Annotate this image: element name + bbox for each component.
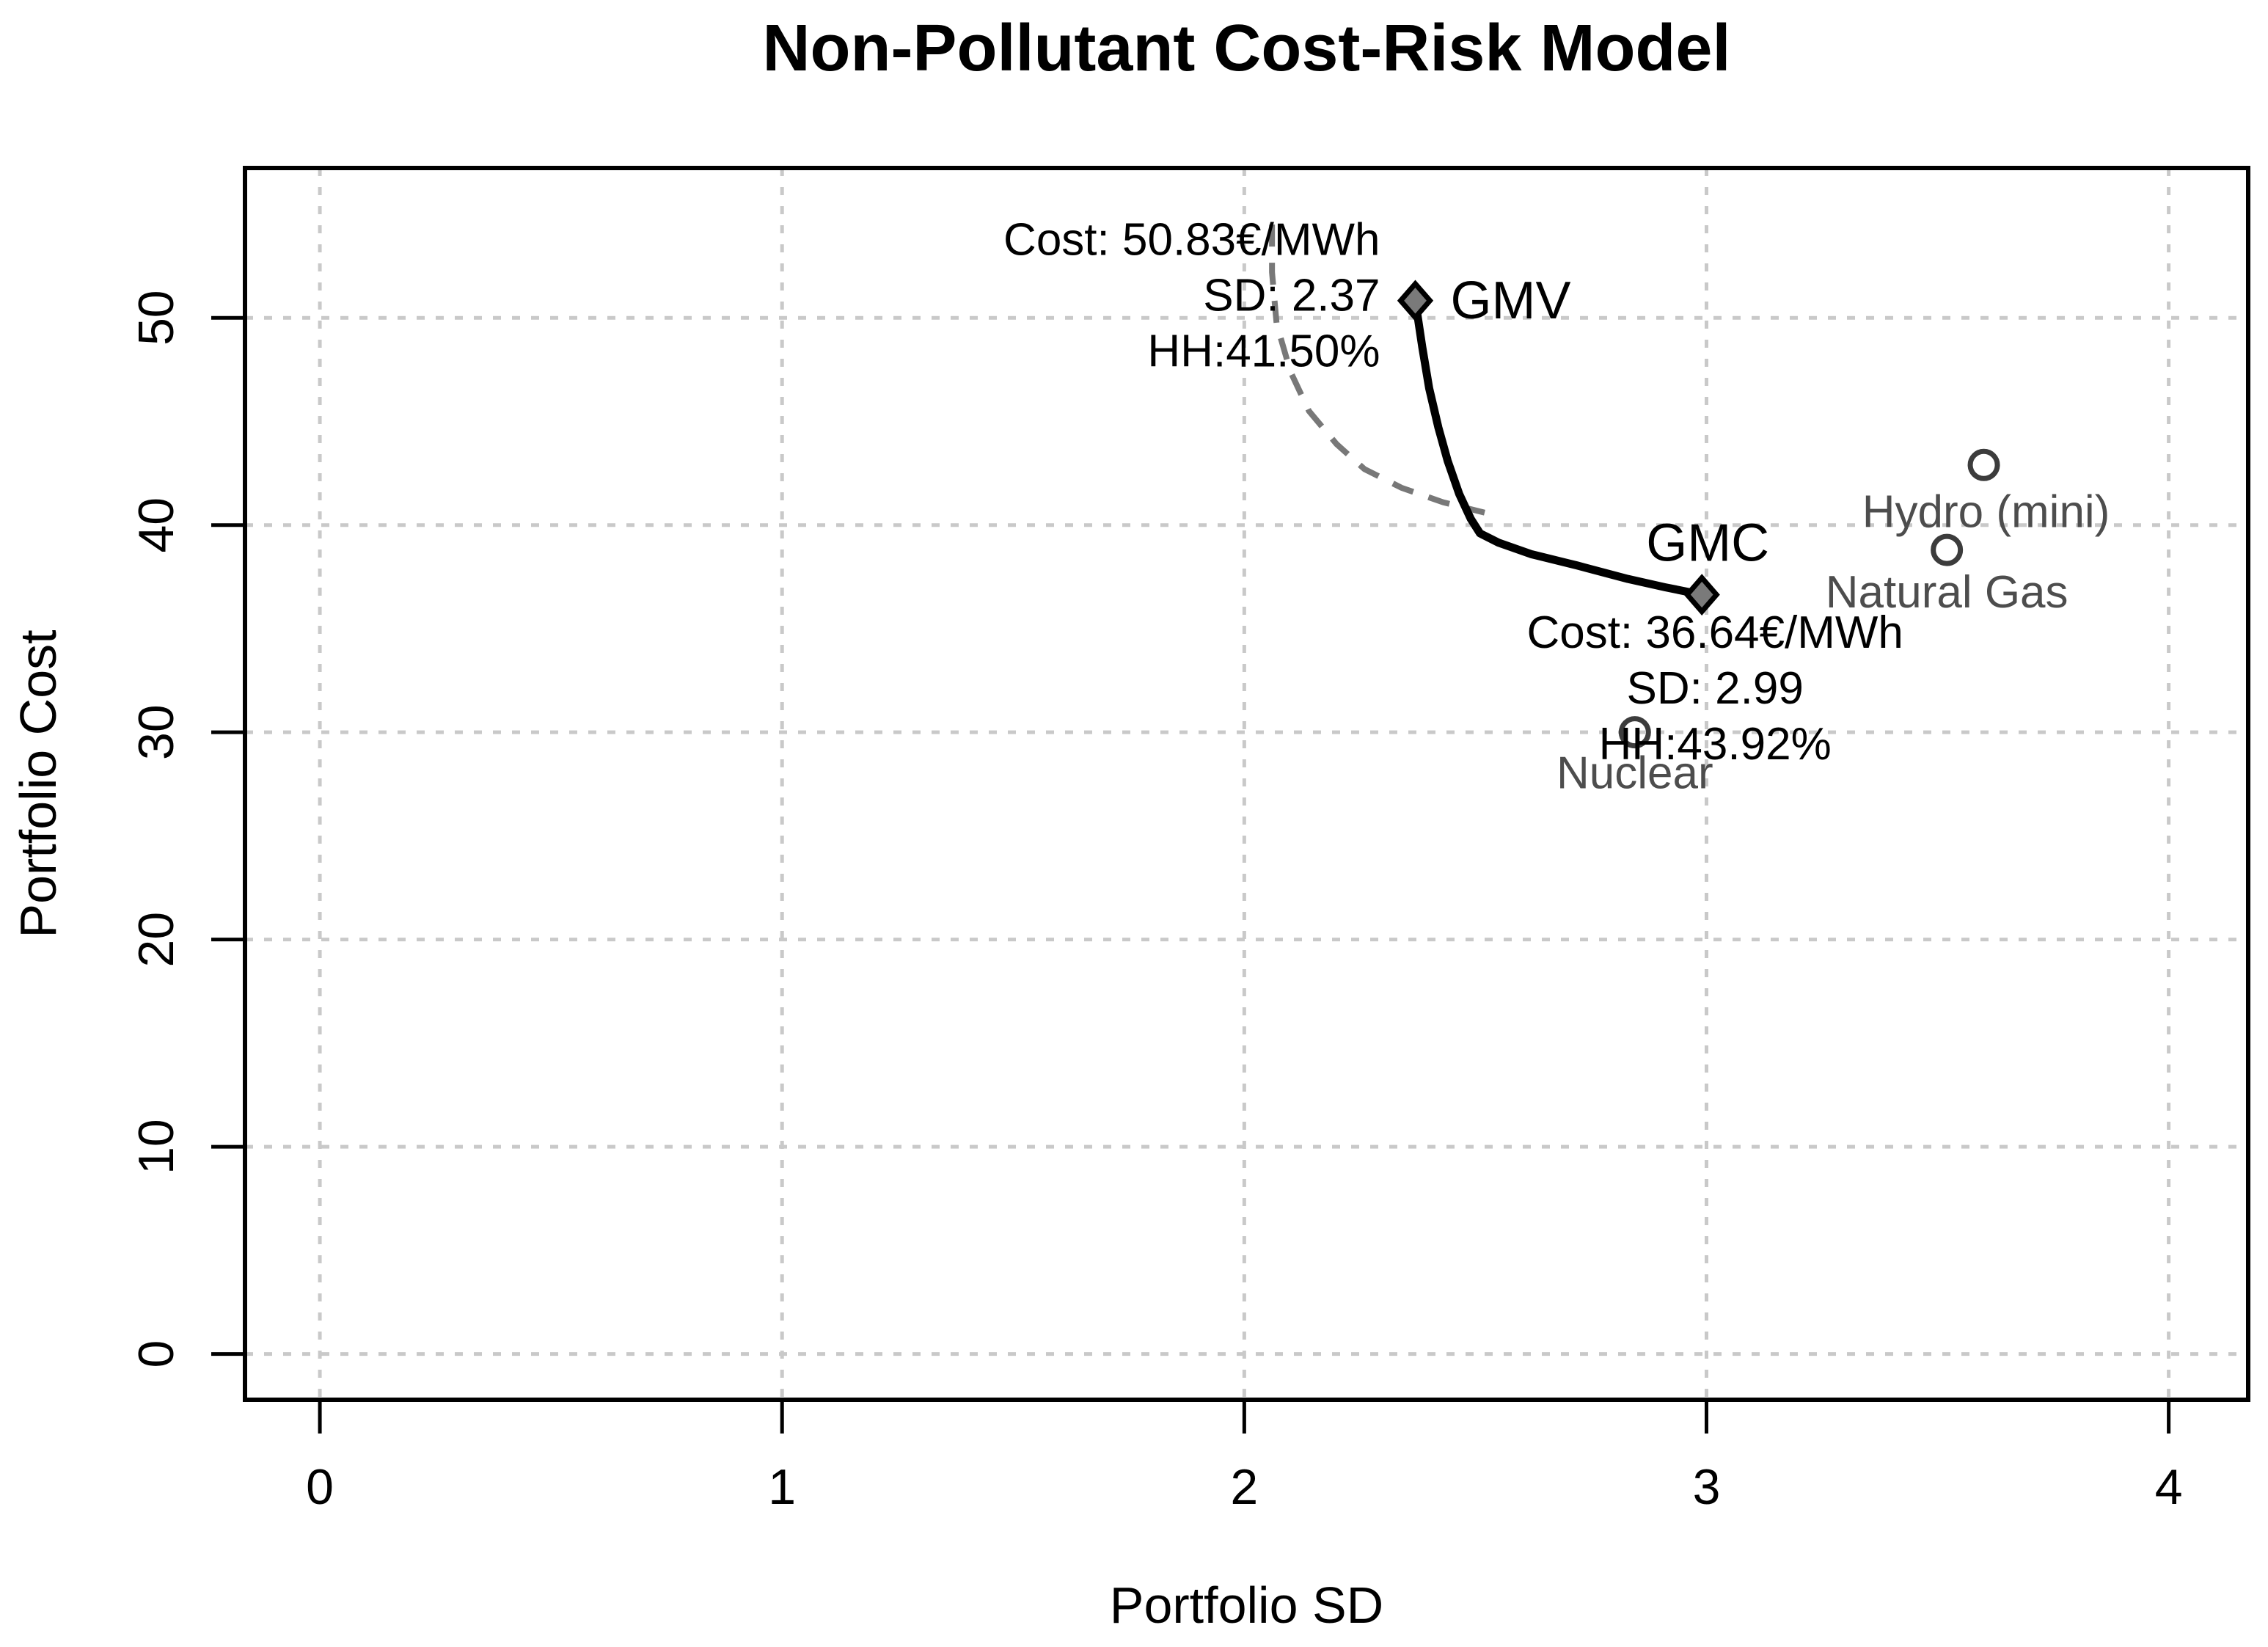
annotation-gmc-stats-line-3: HH:43.92% <box>1599 719 1832 770</box>
annotation-natgas-label: Natural Gas <box>1826 567 2068 618</box>
x-axis-label: Portfolio SD <box>1110 1577 1383 1634</box>
annotation-nuclear-label: Nuclear <box>1556 748 1713 799</box>
marker-circle-natural-gas <box>1931 533 1964 566</box>
annotation-gmc-stats-line-2: SD: 2.99 <box>1627 663 1804 714</box>
x-tick-label-4: 4 <box>2155 1459 2183 1515</box>
annotation-gmv-stats-line-3: HH:41.50% <box>1147 326 1380 376</box>
chart-title: Non-Pollutant Cost-Risk Model <box>763 12 1731 85</box>
y-tick-label-10: 10 <box>128 1119 184 1175</box>
y-tick-label-20: 20 <box>128 912 184 968</box>
x-tick-label-0: 0 <box>306 1459 334 1515</box>
annotation-gmv-label: GMV <box>1450 271 1570 330</box>
annotation-gmv-stats-line-2: SD: 2.37 <box>1203 270 1380 321</box>
efficient-frontier-solid <box>1411 299 1703 599</box>
marker-diamond-gmv <box>1397 280 1434 322</box>
x-tick-label-2: 2 <box>1230 1459 1258 1515</box>
x-tick-label-1: 1 <box>768 1459 796 1515</box>
y-tick-label-40: 40 <box>128 497 184 553</box>
y-axis-label: Portfolio Cost <box>10 629 67 938</box>
annotation-gmv-stats-line-1: Cost: 50.83€/MWh <box>1003 214 1380 265</box>
y-tick-label-50: 50 <box>128 290 184 346</box>
x-tick-label-3: 3 <box>1693 1459 1721 1515</box>
marker-circle-hydro-mini- <box>1967 448 2000 481</box>
marker-diamond-gmc <box>1683 574 1720 616</box>
y-tick-label-0: 0 <box>128 1340 184 1368</box>
annotation-hydro-label: Hydro (mini) <box>1862 486 2110 537</box>
plot-box <box>243 166 2250 1402</box>
y-tick-label-30: 30 <box>128 704 184 760</box>
marker-circle-nuclear <box>1618 716 1651 749</box>
annotation-gmc-stats-line-1: Cost: 36.64€/MWh <box>1526 607 1903 658</box>
annotation-gmc-label: GMC <box>1646 514 1769 573</box>
